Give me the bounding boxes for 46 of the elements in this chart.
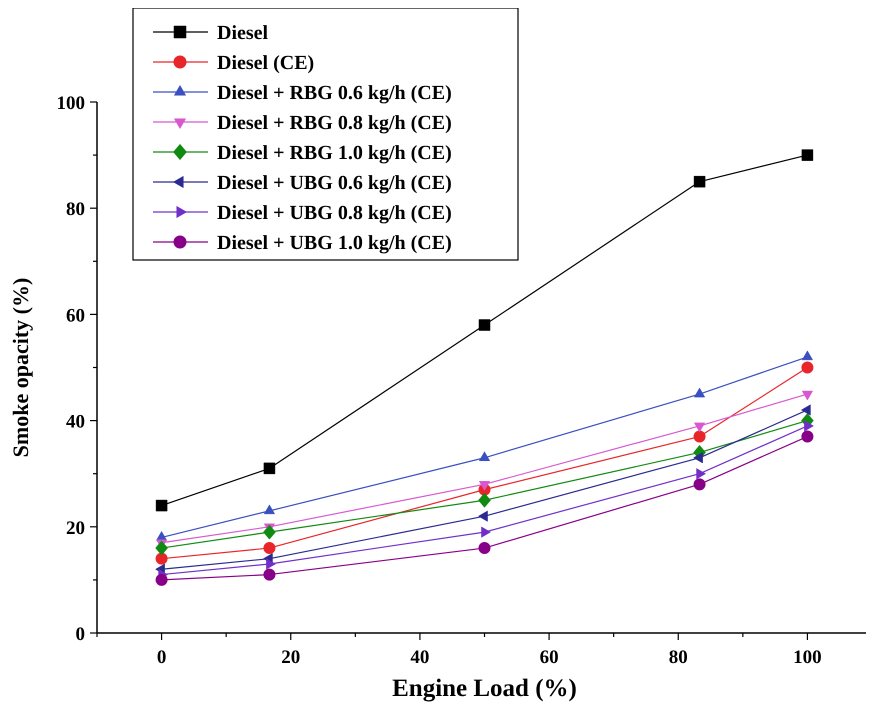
- point: [156, 500, 168, 512]
- point: [155, 540, 168, 556]
- point: [479, 451, 490, 462]
- point: [264, 504, 275, 514]
- x-tick-label: 0: [156, 647, 166, 668]
- legend-label: Diesel + RBG 1.0 kg/h (CE): [217, 142, 452, 164]
- y-tick-label: 0: [76, 624, 85, 645]
- point: [802, 149, 814, 161]
- point: [801, 362, 814, 374]
- point: [801, 430, 814, 443]
- point: [694, 388, 706, 398]
- x-tick-label: 20: [281, 647, 300, 668]
- y-tick-label: 40: [66, 412, 85, 433]
- point: [263, 568, 276, 581]
- y-tick-label: 100: [56, 93, 85, 114]
- point: [264, 462, 276, 474]
- legend-label: Diesel + UBG 0.6 kg/h (CE): [217, 172, 452, 194]
- point: [263, 542, 276, 554]
- legend-label: Diesel + UBG 1.0 kg/h (CE): [217, 232, 452, 254]
- legend-label: Diesel: [217, 22, 269, 44]
- legend-label: Diesel (CE): [217, 52, 314, 74]
- y-tick-label: 20: [66, 518, 85, 539]
- x-axis-title: Engine Load (%): [392, 675, 577, 702]
- point: [156, 574, 168, 586]
- point: [801, 404, 811, 416]
- legend-label: Diesel + RBG 0.8 kg/h (CE): [217, 112, 452, 134]
- point: [693, 452, 703, 464]
- legend-label: Diesel + UBG 0.8 kg/h (CE): [217, 202, 452, 224]
- point: [478, 510, 488, 522]
- point: [156, 552, 168, 565]
- point: [694, 176, 706, 188]
- point: [263, 524, 276, 540]
- y-tick-label: 80: [66, 199, 85, 220]
- point: [802, 350, 813, 360]
- point: [478, 319, 490, 331]
- point: [478, 542, 490, 554]
- point: [694, 478, 706, 490]
- point: [694, 430, 706, 443]
- y-tick-label: 60: [66, 305, 85, 326]
- legend-label: Diesel + RBG 0.6 kg/h (CE): [217, 82, 452, 104]
- x-tick-label: 100: [793, 647, 822, 668]
- x-tick-label: 80: [668, 647, 688, 668]
- point: [478, 492, 491, 508]
- x-tick-label: 40: [410, 647, 430, 668]
- y-axis-title: Smoke opacity (%): [8, 278, 33, 458]
- x-tick-label: 60: [540, 647, 559, 668]
